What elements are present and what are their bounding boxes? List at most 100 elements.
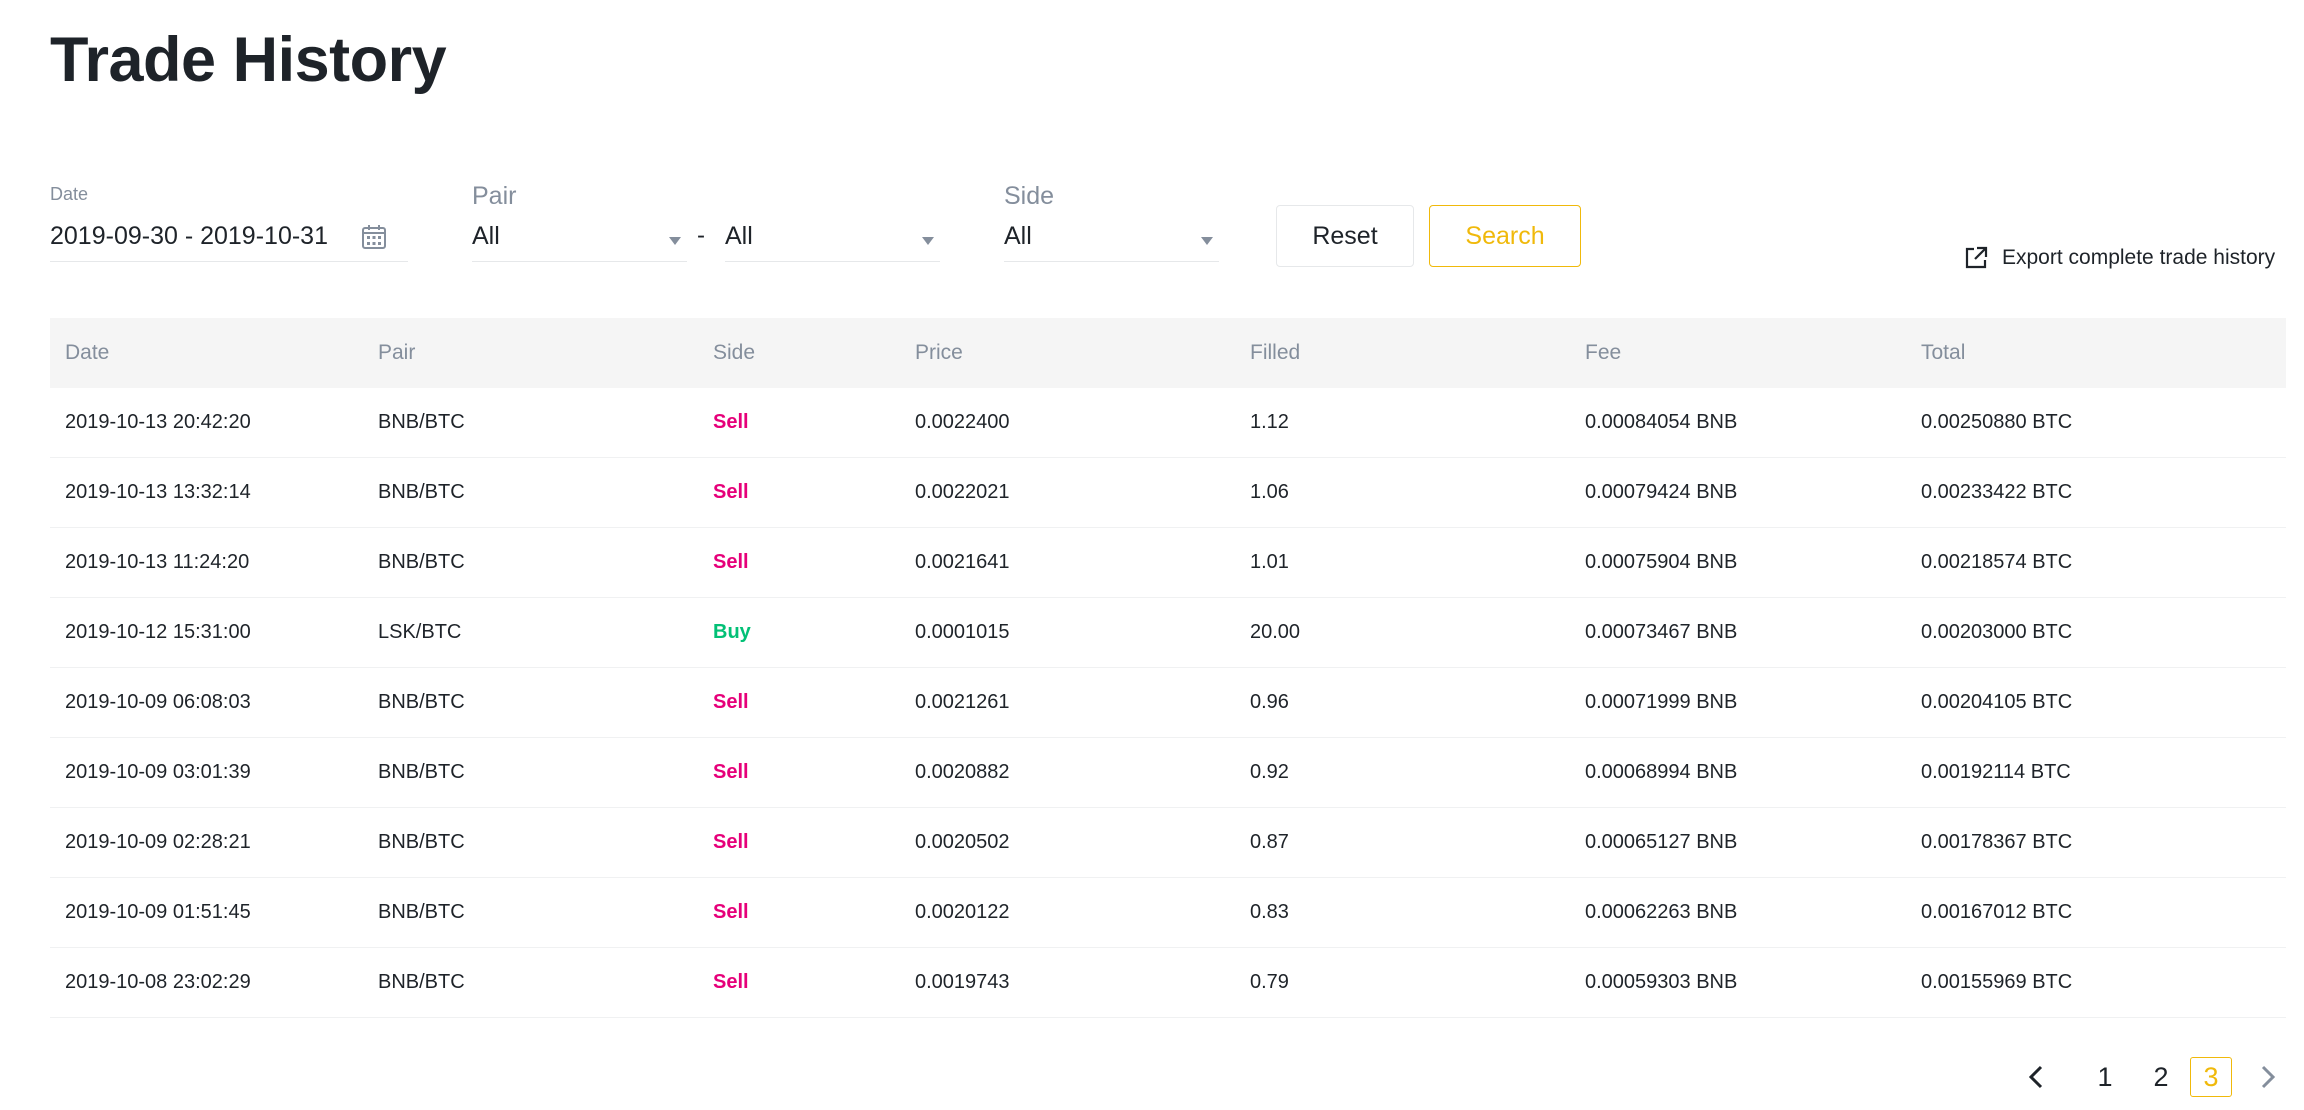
cell-price: 0.0022021	[915, 481, 1010, 503]
export-trade-history-link[interactable]: Export complete trade history	[1962, 244, 2275, 272]
cell-date: 2019-10-13 11:24:20	[65, 551, 250, 573]
table-row: 2019-10-13 20:42:20 BNB/BTC Sell 0.0022400 1…	[50, 388, 2286, 458]
page-2-button[interactable]: 2	[2153, 1061, 2169, 1092]
cell-filled: 0.79	[1250, 971, 1289, 993]
pair-base-select[interactable]: All	[472, 212, 687, 262]
cell-price: 0.0021641	[915, 551, 1010, 573]
cell-pair: BNB/BTC	[378, 411, 465, 433]
column-header-filled: Filled	[1250, 341, 1301, 364]
cell-date: 2019-10-09 02:28:21	[65, 831, 251, 853]
table-row: 2019-10-12 15:31:00 LSK/BTC Buy 0.0001015 20…	[50, 598, 2286, 668]
cell-fee: 0.00059303 BNB	[1585, 971, 1738, 993]
cell-price: 0.0020882	[915, 761, 1010, 783]
table-row: 2019-10-09 03:01:39 BNB/BTC Sell 0.0020882 0…	[50, 738, 2286, 808]
cell-side: Buy	[713, 621, 751, 643]
cell-pair: BNB/BTC	[378, 551, 465, 573]
cell-filled: 0.96	[1250, 691, 1289, 713]
export-icon	[1965, 246, 1988, 269]
cell-filled: 1.01	[1250, 551, 1289, 573]
cell-side: Sell	[713, 691, 749, 713]
next-page-button[interactable]	[2252, 1057, 2284, 1097]
cell-date: 2019-10-09 03:01:39	[65, 761, 251, 783]
page-1-button[interactable]: 1	[2097, 1061, 2113, 1092]
cell-total: 0.00204105 BTC	[1921, 691, 2073, 713]
pair-quote-value: All	[725, 222, 753, 250]
chevron-left-icon	[2028, 1065, 2043, 1089]
export-label: Export complete trade history	[2002, 246, 2276, 269]
cell-filled: 1.06	[1250, 481, 1289, 503]
cell-side: Sell	[713, 411, 749, 433]
cell-side: Sell	[713, 901, 749, 923]
cell-pair: BNB/BTC	[378, 831, 465, 853]
cell-total: 0.00155969 BTC	[1921, 971, 2073, 993]
cell-total: 0.00192114 BTC	[1921, 761, 2071, 783]
page-title: Trade History	[50, 25, 447, 95]
table-row: 2019-10-09 02:28:21 BNB/BTC Sell 0.0020502 0…	[50, 808, 2286, 878]
cell-date: 2019-10-13 20:42:20	[65, 411, 251, 433]
trade-history-table: Date Pair Side Price Filled Fee Total 20…	[50, 318, 2286, 1018]
chevron-down-icon	[669, 236, 681, 245]
column-header-total: Total	[1921, 341, 1966, 364]
column-header-fee: Fee	[1585, 341, 1622, 364]
cell-side: Sell	[713, 551, 749, 573]
pair-separator: -	[697, 222, 705, 249]
cell-total: 0.00233422 BTC	[1921, 481, 2073, 503]
cell-price: 0.0020502	[915, 831, 1010, 853]
table-row: 2019-10-09 01:51:45 BNB/BTC Sell 0.0020122 0…	[50, 878, 2286, 948]
pair-quote-select[interactable]: All	[725, 212, 940, 262]
cell-date: 2019-10-09 06:08:03	[65, 691, 251, 713]
cell-pair: BNB/BTC	[378, 761, 465, 783]
cell-pair: BNB/BTC	[378, 971, 465, 993]
cell-fee: 0.00062263 BNB	[1585, 901, 1738, 923]
cell-side: Sell	[713, 971, 749, 993]
cell-fee: 0.00073467 BNB	[1585, 621, 1738, 643]
table-row: 2019-10-13 13:32:14 BNB/BTC Sell 0.0022021 1…	[50, 458, 2286, 528]
cell-price: 0.0020122	[915, 901, 1010, 923]
table-row: 2019-10-08 23:02:29 BNB/BTC Sell 0.0019743 0…	[50, 948, 2286, 1018]
column-header-price: Price	[915, 341, 963, 364]
cell-fee: 0.00065127 BNB	[1585, 831, 1738, 853]
cell-total: 0.00167012 BTC	[1921, 901, 2073, 923]
cell-total: 0.00203000 BTC	[1921, 621, 2073, 643]
cell-fee: 0.00068994 BNB	[1585, 761, 1738, 783]
cell-date: 2019-10-09 01:51:45	[65, 901, 251, 923]
column-header-pair: Pair	[378, 341, 416, 364]
previous-page-button[interactable]	[2020, 1057, 2052, 1097]
side-filter-label: Side	[1004, 182, 1055, 210]
date-filter-label: Date	[50, 184, 89, 204]
cell-filled: 0.83	[1250, 901, 1289, 923]
cell-price: 0.0021261	[915, 691, 1010, 713]
page-3-button[interactable]: 3	[2190, 1057, 2232, 1097]
cell-side: Sell	[713, 831, 749, 853]
cell-price: 0.0001015	[915, 621, 1010, 643]
cell-price: 0.0022400	[915, 411, 1010, 433]
cell-filled: 0.92	[1250, 761, 1289, 783]
column-header-date: Date	[65, 341, 110, 364]
date-range-value: 2019-09-30 - 2019-10-31	[50, 222, 328, 250]
side-select[interactable]: All	[1004, 212, 1219, 262]
chevron-down-icon	[922, 236, 934, 245]
pair-filter-label: Pair	[472, 182, 517, 210]
reset-button[interactable]: Reset	[1276, 205, 1414, 267]
cell-side: Sell	[713, 481, 749, 503]
cell-date: 2019-10-13 13:32:14	[65, 481, 251, 503]
cell-fee: 0.00071999 BNB	[1585, 691, 1738, 713]
search-button[interactable]: Search	[1429, 205, 1581, 267]
cell-total: 0.00218574 BTC	[1921, 551, 2073, 573]
cell-total: 0.00178367 BTC	[1921, 831, 2073, 853]
table-row: 2019-10-09 06:08:03 BNB/BTC Sell 0.0021261 0…	[50, 668, 2286, 738]
cell-date: 2019-10-08 23:02:29	[65, 971, 251, 993]
cell-pair: LSK/BTC	[378, 621, 462, 643]
cell-total: 0.00250880 BTC	[1921, 411, 2073, 433]
side-value: All	[1004, 222, 1032, 250]
cell-price: 0.0019743	[915, 971, 1010, 993]
cell-fee: 0.00079424 BNB	[1585, 481, 1738, 503]
cell-pair: BNB/BTC	[378, 481, 465, 503]
calendar-icon[interactable]	[360, 223, 388, 251]
table-row: 2019-10-13 11:24:20 BNB/BTC Sell 0.0021641 1…	[50, 528, 2286, 598]
cell-filled: 1.12	[1250, 411, 1289, 433]
date-range-field[interactable]: 2019-09-30 - 2019-10-31	[50, 212, 408, 262]
cell-pair: BNB/BTC	[378, 691, 465, 713]
pair-base-value: All	[472, 222, 500, 250]
cell-pair: BNB/BTC	[378, 901, 465, 923]
